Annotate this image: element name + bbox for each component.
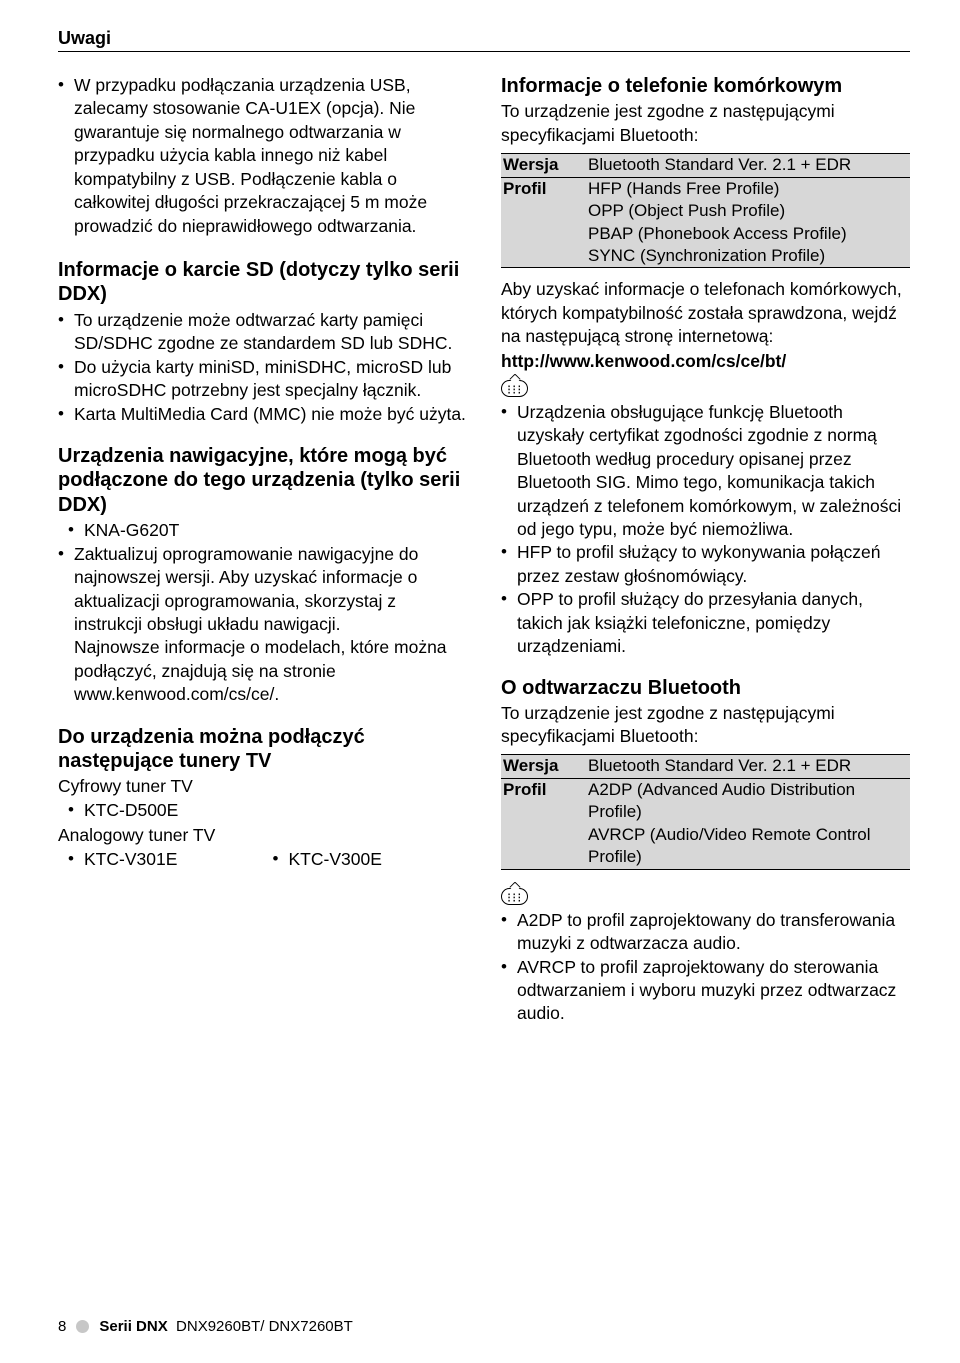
player-note-bullet: AVRCP to profil zaprojektowany do sterow…	[501, 956, 910, 1026]
table-value: OPP (Object Push Profile)	[586, 200, 910, 222]
right-column: Informacje o telefonie komórkowym To urz…	[501, 74, 910, 1026]
table-value: A2DP (Advanced Audio Distribution Profil…	[586, 778, 910, 823]
nav-section-title: Urządzenia nawigacyjne, które mogą być p…	[58, 444, 467, 517]
phone-intro: To urządzenie jest zgodne z następującym…	[501, 100, 910, 147]
phone-note-bullet: Urządzenia obsługujące funkcję Bluetooth…	[501, 401, 910, 542]
sd-bullet: To urządzenie może odtwarzać karty pamię…	[58, 309, 467, 356]
footer-dot-icon	[76, 1320, 89, 1333]
tv-digital-label: Cyfrowy tuner TV	[58, 775, 467, 798]
tv-analog-model: KTC-V301E	[68, 848, 263, 871]
phone-note-bullet: OPP to profil służący do przesyłania dan…	[501, 588, 910, 658]
player-note-bullet: A2DP to profil zaprojektowany do transfe…	[501, 909, 910, 956]
player-section-title: O odtwarzaczu Bluetooth	[501, 677, 910, 700]
page-header: Uwagi	[58, 28, 910, 52]
nav-bullet: KNA-G620T	[68, 519, 467, 542]
table-value: HFP (Hands Free Profile)	[586, 177, 910, 200]
tv-section-title: Do urządzenia można podłączyć następując…	[58, 725, 467, 774]
page-number: 8	[58, 1318, 66, 1335]
table-value: SYNC (Synchronization Profile)	[586, 245, 910, 268]
left-column: W przypadku podłączania urządzenia USB, …	[58, 74, 467, 1026]
sd-bullet: Karta MultiMedia Card (MMC) nie może być…	[58, 403, 467, 426]
table-value: PBAP (Phonebook Access Profile)	[586, 223, 910, 245]
table-label: Wersja	[501, 755, 586, 778]
sd-section-title: Informacje o karcie SD (dotyczy tylko se…	[58, 258, 467, 307]
table-value: Bluetooth Standard Ver. 2.1 + EDR	[586, 755, 910, 778]
footer-models: Serii DNX DNX9260BT/ DNX7260BT	[99, 1318, 352, 1335]
tv-analog-model: KTC-V300E	[273, 848, 468, 871]
player-intro: To urządzenie jest zgodne z następującym…	[501, 702, 910, 749]
table-label: Wersja	[501, 154, 586, 177]
phone-para: Aby uzyskać informacje o telefonach komó…	[501, 278, 910, 348]
page-footer: 8 Serii DNX DNX9260BT/ DNX7260BT	[58, 1318, 353, 1335]
table-label: Profil	[501, 177, 586, 200]
table-label: Profil	[501, 778, 586, 823]
note-icon: ⁝⁝⁝	[501, 380, 528, 397]
sd-bullet: Do użycia karty miniSD, miniSDHC, microS…	[58, 356, 467, 403]
table-value: Bluetooth Standard Ver. 2.1 + EDR	[586, 154, 910, 177]
phone-url: http://www.kenwood.com/cs/ce/bt/	[501, 351, 910, 372]
phone-section-title: Informacje o telefonie komórkowym	[501, 74, 910, 98]
intro-bullet: W przypadku podłączania urządzenia USB, …	[58, 74, 467, 238]
nav-bullet: Zaktualizuj oprogramowanie nawigacyjne d…	[58, 543, 467, 707]
tv-digital-model: KTC-D500E	[68, 799, 467, 822]
note-icon: ⁝⁝⁝	[501, 888, 528, 905]
phone-spec-table: Wersja Bluetooth Standard Ver. 2.1 + EDR…	[501, 153, 910, 268]
phone-note-bullet: HFP to profil służący to wykonywania poł…	[501, 541, 910, 588]
player-spec-table: Wersja Bluetooth Standard Ver. 2.1 + EDR…	[501, 754, 910, 869]
two-column-layout: W przypadku podłączania urządzenia USB, …	[58, 74, 910, 1026]
table-value: AVRCP (Audio/Video Remote Control Profil…	[586, 824, 910, 869]
tv-analog-label: Analogowy tuner TV	[58, 824, 467, 847]
